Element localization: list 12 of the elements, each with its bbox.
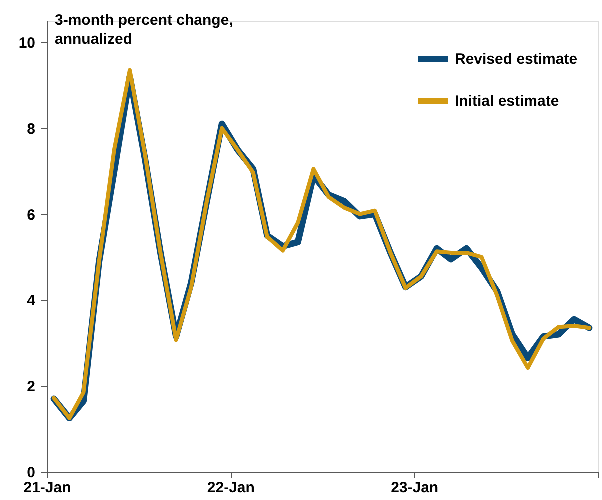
y-tick-label: 10 [18, 34, 36, 52]
y-tick-label: 0 [27, 464, 36, 482]
annotation: 3-month percent change, annualized [55, 12, 234, 48]
y-tick-label: 6 [27, 206, 36, 224]
y-tick-label: 2 [27, 378, 36, 396]
x-tick-label: 21-Jan [24, 480, 72, 496]
y-tick-label: 4 [27, 292, 36, 310]
x-tick-label: 23-Jan [391, 480, 439, 496]
legend-label: Initial estimate [455, 93, 560, 110]
legend-label: Revised estimate [455, 51, 578, 68]
y-tick-label: 8 [27, 120, 36, 138]
x-tick-label: 22-Jan [207, 480, 255, 496]
